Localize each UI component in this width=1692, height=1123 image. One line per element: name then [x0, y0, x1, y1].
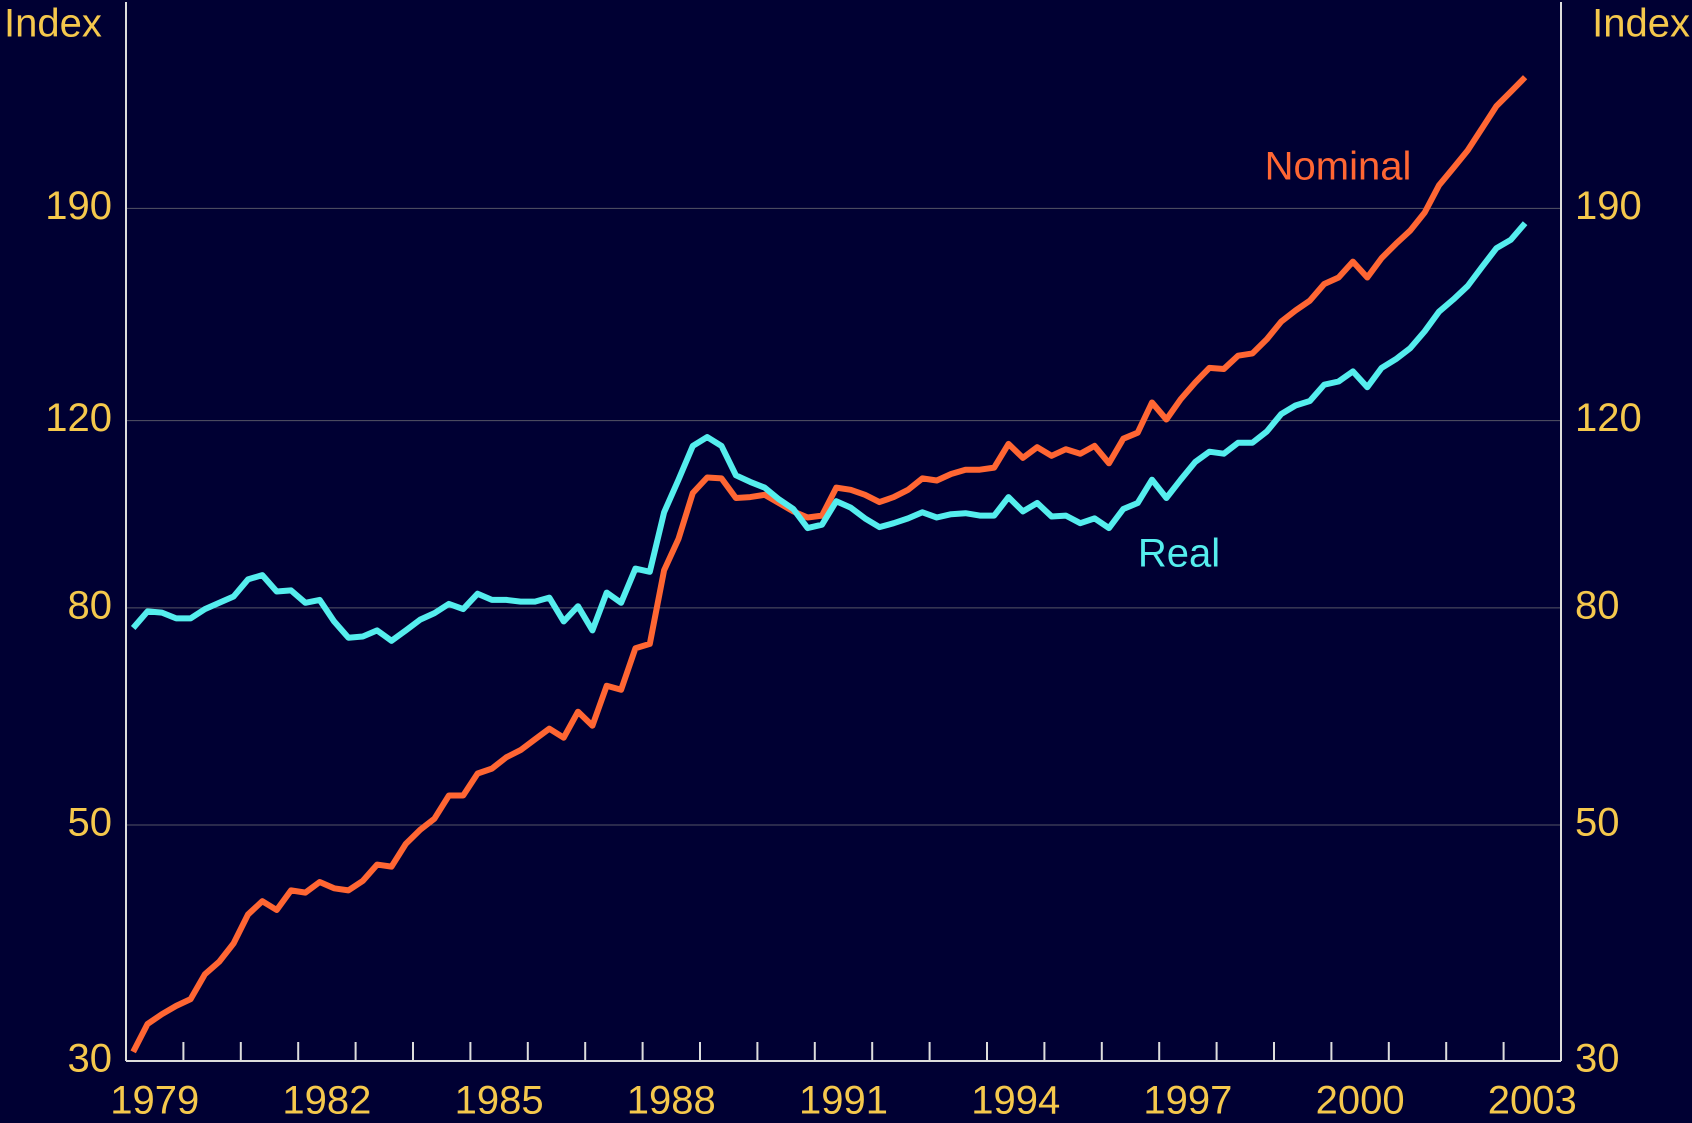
- y2-tick-label: 50: [1575, 801, 1620, 845]
- y-tick-label: 50: [68, 801, 113, 845]
- annotation-real: Real: [1138, 532, 1220, 576]
- y-tick-label: 30: [68, 1037, 113, 1081]
- y2-tick-label: 30: [1575, 1037, 1620, 1081]
- x-tick-label: 2000: [1316, 1079, 1405, 1123]
- line-real: [130, 221, 1528, 644]
- x-tick-label: 1979: [110, 1079, 199, 1123]
- x-tick-label: 2003: [1488, 1079, 1577, 1123]
- x-tick-label: 1988: [627, 1079, 716, 1123]
- x-tick-label: 1982: [282, 1079, 371, 1123]
- y-tick-label: 190: [45, 184, 112, 228]
- x-tick-label: 1991: [799, 1079, 888, 1123]
- annotation-nominal: Nominal: [1265, 145, 1412, 189]
- y-tick-label: 120: [45, 396, 112, 440]
- x-tick-label: 1994: [971, 1079, 1060, 1123]
- y2-tick-label: 190: [1575, 184, 1642, 228]
- x-tick-label: 1997: [1143, 1079, 1232, 1123]
- y2-axis-label: Index: [1592, 2, 1690, 46]
- line-nominal: [130, 75, 1528, 1054]
- y2-tick-label: 120: [1575, 396, 1642, 440]
- y-axis-label: Index: [4, 2, 102, 46]
- y-tick-label: 80: [68, 583, 113, 627]
- x-tick-label: 1985: [455, 1079, 544, 1123]
- y2-tick-label: 80: [1575, 583, 1620, 627]
